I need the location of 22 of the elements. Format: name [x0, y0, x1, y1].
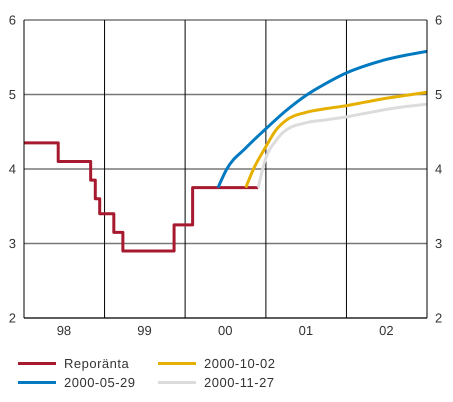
- y2-tick-label: 4: [435, 162, 442, 177]
- x-tick-label: 02: [379, 323, 394, 338]
- y2-tick-label: 5: [435, 87, 442, 102]
- line-series: [256, 102, 427, 190]
- y-tick-label: 5: [8, 87, 16, 102]
- x-tick-label: 01: [298, 323, 314, 338]
- legend-label: 2000-11-27: [204, 375, 275, 390]
- x-tick-label: 99: [137, 323, 152, 338]
- x-tick-label: 98: [56, 323, 72, 338]
- y-tick-label: 4: [8, 162, 16, 177]
- legend-label: Reporänta: [64, 356, 130, 371]
- y2-tick-label: 3: [435, 236, 442, 252]
- y2-tick-label: 6: [435, 12, 442, 28]
- y-tick-label: 2: [8, 310, 16, 326]
- line-series: [216, 50, 427, 190]
- y-tick-label: 3: [8, 236, 16, 252]
- legend-label: 2000-10-02: [204, 356, 276, 371]
- x-tick-label: 00: [218, 323, 233, 338]
- line-series: [244, 90, 427, 190]
- legend-label: 2000-05-29: [64, 375, 136, 390]
- y2-tick-label: 2: [435, 310, 442, 326]
- y-tick-label: 6: [8, 12, 16, 28]
